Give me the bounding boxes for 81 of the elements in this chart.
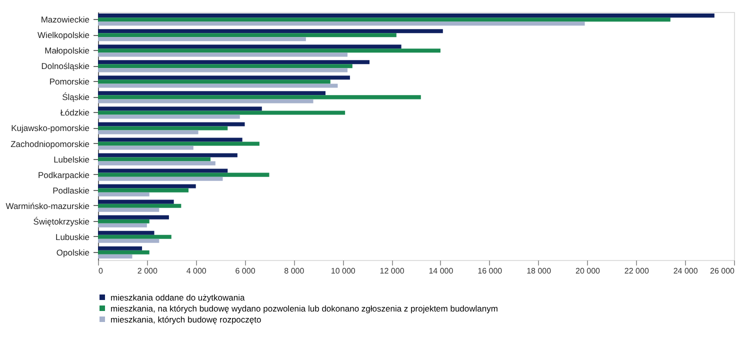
bar [98,52,348,57]
y-tick-label: Mazowieckie [40,14,90,25]
x-tick-label: 16 000 [478,266,503,276]
bar [98,60,370,64]
x-tick-label: 14 000 [428,266,454,276]
bar [98,91,326,96]
bar [98,172,270,177]
x-tick-label: 18 000 [526,266,552,276]
bar [98,223,147,228]
bar [98,161,216,166]
bar [98,95,421,100]
y-tick-label: Łódzkie [60,108,90,118]
bar [98,192,150,196]
y-tick-label: Podlaskie [52,185,90,196]
bar [98,37,306,42]
x-tick-label: 10 000 [330,266,356,276]
y-tick-label: Podkarpackie [38,170,90,180]
bar [98,64,352,68]
legend-label: mieszkania, których budowę rozpoczęto [110,314,262,324]
y-tick-label: Zachodniopomorskie [10,138,90,149]
bar [98,238,160,243]
x-tick-label: 24 000 [673,266,698,276]
bar [98,184,196,188]
bar [98,18,670,22]
x-tick-label: 2 000 [137,266,158,276]
x-tick-label: 20 000 [575,266,601,276]
bar [98,208,160,212]
bar [98,200,174,204]
x-tick-label: 0 [98,266,104,276]
bar [98,254,132,258]
bar [98,204,182,208]
bar [98,110,346,115]
bar [98,138,242,142]
bar [98,84,338,88]
bar [98,44,402,49]
y-tick-label: Śląskie [62,92,90,102]
bar [98,246,142,250]
x-tick-label: 12 000 [380,266,405,276]
legend-label: mieszkania, na których budowę wydano pozwolenia lub dokonano zgłoszenia z projektem budowlanym [110,303,498,314]
y-tick-label: Świętokrzyskie [33,216,90,226]
bar [98,68,348,72]
bar [98,33,396,38]
bar [98,176,223,181]
y-tick-label: Kujawsko-pomorskie [11,123,90,134]
bar [98,14,714,18]
bar [98,230,154,235]
bar [98,250,150,254]
x-tick-label: 4 000 [186,266,207,276]
bar [98,122,245,126]
bar [98,106,262,111]
x-tick-label: 8 000 [284,266,305,276]
y-tick-label: Warmińsko-mazurskie [6,200,90,211]
legend-label: mieszkania oddane do użytkowania [110,292,245,302]
x-tick-label: 22 000 [624,266,650,276]
bar [98,219,150,224]
y-tick-label: Wielkopolskie [38,30,90,40]
x-tick-label: 6 000 [235,266,256,276]
bar [98,215,169,220]
bar [98,22,585,26]
bar [98,29,443,34]
bar [98,234,172,239]
bar [98,153,238,158]
bar [98,99,314,104]
y-tick-label: Lubuskie [55,232,90,242]
bar [98,130,198,134]
y-tick-label: Opolskie [56,247,90,258]
y-tick-label: Lubelskie [54,154,90,164]
bar [98,146,194,150]
bar [98,126,228,130]
bar [98,80,330,84]
bar [98,76,350,80]
bar [98,48,440,53]
y-tick-label: Pomorskie [49,76,90,87]
bar [98,114,240,119]
y-tick-label: Małopolskie [44,46,90,56]
bar [98,142,260,146]
bar [98,188,189,192]
x-tick-label: 26 000 [710,266,736,276]
y-tick-label: Dolnośląskie [41,61,90,72]
bar [98,157,211,162]
bar [98,168,228,173]
